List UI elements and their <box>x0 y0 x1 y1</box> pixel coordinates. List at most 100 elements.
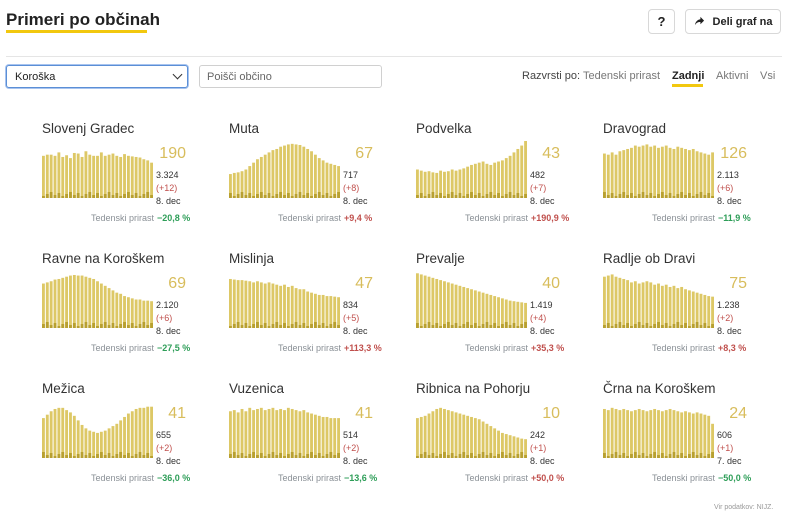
sparkline-new-bar <box>497 454 500 458</box>
sparkline-new-bar <box>65 455 69 458</box>
sort-option-zadnji[interactable]: Zadnji <box>672 70 705 82</box>
sort-option-tedenski-prirast[interactable]: Tedenski prirast <box>583 70 661 82</box>
sparkline-new-bar <box>49 192 53 198</box>
sparkline-new-bar <box>150 456 153 458</box>
sparkline-new-bar <box>313 194 317 198</box>
sparkline-new-bar <box>695 322 699 328</box>
sparkline-new-bar <box>99 324 103 328</box>
sparkline-new-bar <box>69 325 72 328</box>
sparkline-bar <box>466 166 470 198</box>
sparkline-new-bar <box>435 456 439 458</box>
municipality-name: Prevalje <box>416 251 465 266</box>
sparkline-new-bar <box>512 195 516 198</box>
sparkline-bar <box>435 172 439 198</box>
sparkline-bar <box>88 277 92 328</box>
sparkline-new-bar <box>606 195 610 198</box>
sparkline-new-bar <box>711 452 714 458</box>
sparkline-new-bar <box>103 455 107 458</box>
sparkline-new-bar <box>65 194 69 198</box>
sparkline-bar <box>248 407 252 458</box>
sparkline-new-bar <box>263 456 267 458</box>
sparkline-bar <box>431 172 435 198</box>
municipality-card: Ravne na Koroškem 69 2.120 (+6) 8. dec Tedens… <box>42 251 222 361</box>
sparkline-bar <box>337 418 340 458</box>
active-cases: 190 <box>159 145 186 162</box>
sparkline-new-bar <box>271 196 275 198</box>
sort-option-aktivni[interactable]: Aktivni <box>716 70 749 82</box>
sparkline-bar <box>699 152 703 198</box>
sparkline-new-bar <box>684 195 687 198</box>
sparkline-new-bar <box>630 193 633 198</box>
sparkline-new-bar <box>337 325 340 328</box>
sparkline-bar <box>256 281 259 328</box>
sparkline-new-bar <box>485 194 489 198</box>
sparkline-bar <box>306 148 310 198</box>
sparkline-new-bar <box>138 452 142 458</box>
sparkline-bar <box>618 151 622 198</box>
sparkline-new-bar <box>302 323 306 328</box>
sparkline-bar <box>271 407 275 458</box>
sparkline-bar <box>637 146 641 198</box>
sparkline-bar <box>252 282 256 328</box>
sparkline-new-bar <box>103 322 107 328</box>
sparkline-new-bar <box>76 454 80 458</box>
sparkline-new-bar <box>146 325 150 328</box>
sparkline-new-bar <box>107 192 111 198</box>
sparkline-new-bar <box>84 322 88 328</box>
region-select-value: Koroška <box>15 70 56 83</box>
sparkline-new-bar <box>310 452 313 458</box>
sparkline-bar <box>699 413 703 458</box>
growth-label: Tedenski prirast <box>277 343 341 353</box>
sparkline-bar <box>493 162 497 198</box>
municipality-card: Podvelka 43 482 (+7) 8. dec Tedenski prirast +… <box>416 121 596 231</box>
help-button[interactable]: ? <box>648 9 675 34</box>
active-cases: 41 <box>355 405 373 422</box>
sparkline-new-bar <box>691 324 695 328</box>
search-input[interactable] <box>199 65 382 88</box>
total-cases: 655 <box>156 430 172 440</box>
sparkline-bar <box>76 275 80 328</box>
sparkline-bar <box>711 296 714 328</box>
sparkline-new-bar <box>61 324 65 328</box>
sparkline-new-bar <box>645 456 649 458</box>
sparkline-new-bar <box>504 455 508 458</box>
sparkline-new-bar <box>317 192 321 198</box>
sparkline-bar <box>489 294 493 328</box>
active-cases: 69 <box>168 275 186 292</box>
sparkline-bar <box>489 426 493 458</box>
sparkline-new-bar <box>126 325 130 328</box>
sparkline-new-bar <box>711 196 714 198</box>
sparkline-bar <box>477 419 481 458</box>
sparkline-new-bar <box>146 192 150 198</box>
growth-value: −20,8 % <box>157 213 191 223</box>
sparkline-bar <box>500 432 504 458</box>
sparkline-new-bar <box>622 453 626 458</box>
sparkline-bar <box>485 163 489 198</box>
sparkline-bar <box>244 411 248 458</box>
region-select[interactable]: Koroška <box>6 65 188 88</box>
sparkline-new-bar <box>703 323 707 328</box>
sparkline-new-bar <box>626 195 630 198</box>
sparkline-new-bar <box>45 322 49 328</box>
sparkline-new-bar <box>321 456 325 458</box>
share-button[interactable]: Deli graf na <box>685 9 781 34</box>
sparkline-new-bar <box>69 453 72 458</box>
sparkline-bar <box>294 144 298 198</box>
active-cases: 47 <box>355 275 373 292</box>
total-cases: 834 <box>343 300 359 310</box>
sparkline-bar <box>115 423 119 458</box>
sparkline-bar <box>427 276 431 328</box>
sort-option-vsi[interactable]: Vsi <box>760 70 776 82</box>
sparkline-new-bar <box>691 196 695 198</box>
growth-value: +9,4 % <box>344 213 373 223</box>
sparkline-bar <box>485 293 489 328</box>
sparkline-bar <box>45 282 49 328</box>
last-date: 8. dec <box>343 456 368 466</box>
sparkline-new-bar <box>520 196 524 198</box>
sparkline-new-bar <box>431 325 435 328</box>
sparkline-new-bar <box>454 456 458 458</box>
sparkline-bar <box>99 431 103 458</box>
sparkline-new-bar <box>275 455 279 458</box>
sparkline-bar <box>660 146 664 198</box>
sparkline-bar <box>618 410 622 458</box>
